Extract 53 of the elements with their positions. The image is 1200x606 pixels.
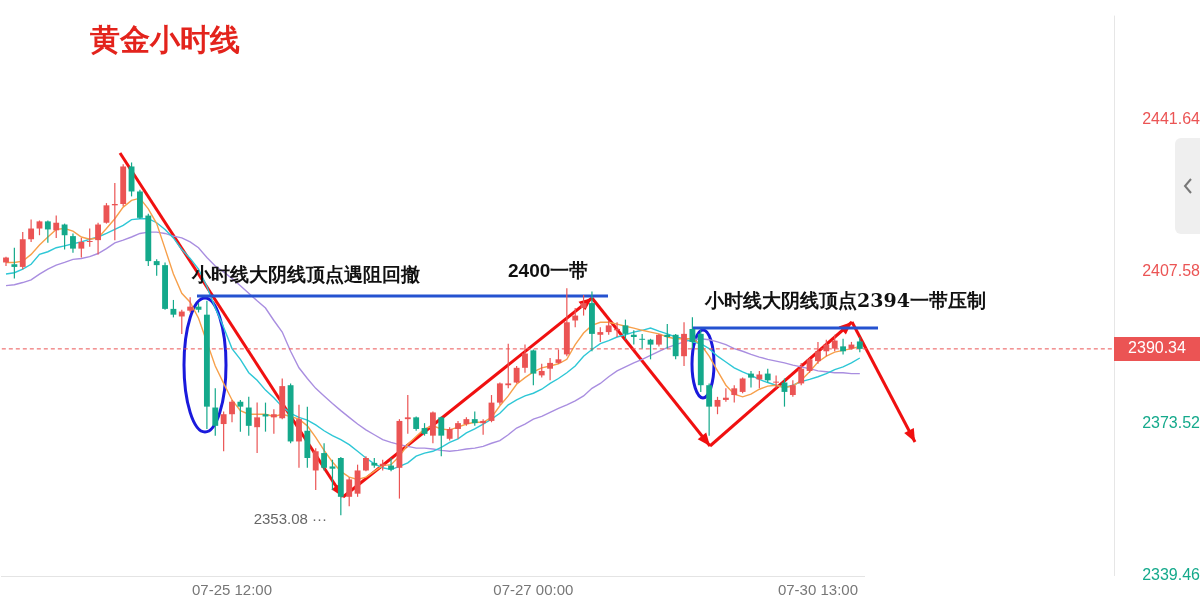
y-tick-label: 2441.64 xyxy=(1142,110,1200,128)
candlestick xyxy=(438,415,445,457)
y-tick-label: 2339.46 xyxy=(1142,566,1200,584)
candlestick xyxy=(270,408,277,435)
candlestick xyxy=(78,237,85,259)
candlestick xyxy=(354,464,361,498)
candlestick xyxy=(455,420,461,440)
candlestick xyxy=(706,382,713,437)
candlestick xyxy=(70,232,76,254)
candlestick xyxy=(86,227,93,248)
candlestick xyxy=(346,476,353,507)
candlestick xyxy=(722,387,729,403)
candlestick xyxy=(689,316,696,350)
candlestick xyxy=(212,387,219,437)
candlestick xyxy=(245,396,252,437)
candlestick xyxy=(11,247,18,280)
candlestick xyxy=(220,410,227,452)
chart-title: 黄金小时线 xyxy=(90,21,240,59)
candlestick xyxy=(773,374,780,389)
candlestick xyxy=(840,338,846,356)
candlestick xyxy=(321,442,328,472)
y-tick-label: 2373.52 xyxy=(1142,414,1200,432)
candlestick xyxy=(95,222,102,256)
candlestick xyxy=(312,447,319,491)
y-tick-label: 2407.58 xyxy=(1142,262,1200,280)
annotation: 2400一带 xyxy=(508,260,589,282)
candlestick xyxy=(580,294,587,317)
candlestick xyxy=(254,402,261,454)
candlestick xyxy=(296,404,302,469)
candlestick xyxy=(622,318,629,341)
ref-line-label: 2390.34 xyxy=(1128,339,1187,357)
candlestick xyxy=(404,394,411,435)
annotation: 2353.08 ··· xyxy=(253,510,327,528)
candlestick xyxy=(329,459,336,491)
candlestick xyxy=(237,399,244,433)
x-tick-label: 07-27 00:00 xyxy=(493,581,574,599)
candlestick xyxy=(480,418,487,436)
candlestick xyxy=(53,214,60,239)
candlestick xyxy=(798,362,805,386)
candlestick xyxy=(28,219,35,243)
annotation: 小时线大阴线顶点2394一带压制 xyxy=(704,288,986,311)
candlestick xyxy=(547,357,554,381)
candlestick xyxy=(388,457,394,472)
candlestick xyxy=(429,410,436,444)
x-tick-label: 07-30 13:00 xyxy=(777,581,858,599)
candlestick xyxy=(44,219,51,244)
x-tick-label: 07-25 12:00 xyxy=(191,581,273,599)
candlestick xyxy=(61,223,68,251)
candlestick xyxy=(664,323,671,350)
candlestick xyxy=(748,370,754,389)
candlestick xyxy=(229,399,235,423)
candlestick xyxy=(530,348,537,386)
candlestick xyxy=(672,333,679,360)
